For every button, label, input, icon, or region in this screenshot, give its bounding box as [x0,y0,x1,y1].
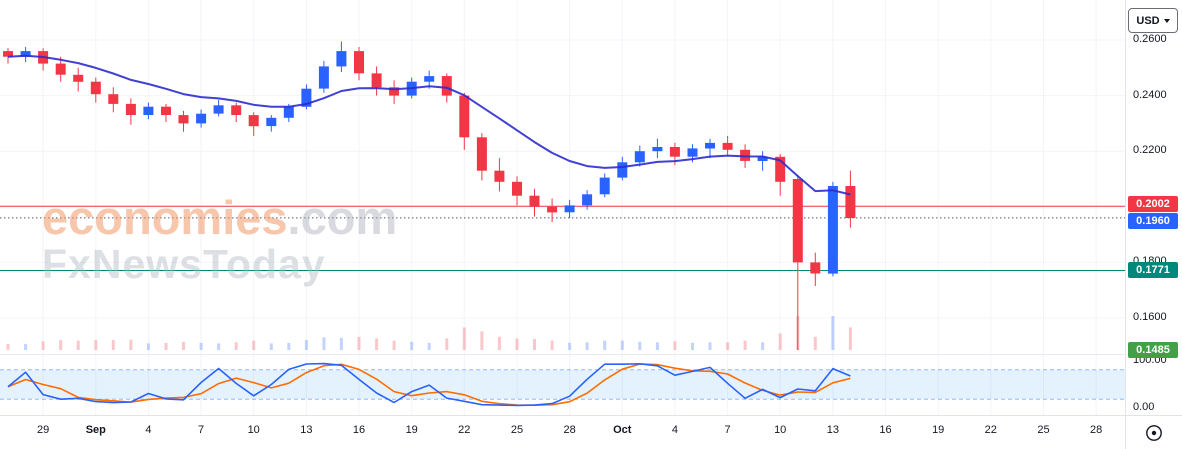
stoch-d-line [7,363,851,407]
time-tick-label: 4 [671,424,678,436]
price-axis[interactable]: 100.00 0.00 0.2600 0.2400 0.2200 0.1800 0.16… [1125,0,1182,415]
grid [0,0,1125,415]
time-tick-label: 19 [932,424,945,436]
time-axis[interactable]: 29 Sep 4 7 10 13 16 19 22 25 28 Oct 4 7 10 13 16 19 22 25 28 [0,415,1125,449]
price-tick-label: 0.2600 [1133,33,1167,45]
last-price-badge: 0.1960 [1128,213,1178,229]
time-tick-label: 13 [826,424,840,436]
volume-bars [6,316,852,351]
stochastic-indicator [0,362,1125,407]
chart-canvas[interactable] [0,0,1125,415]
chevron-down-icon [1163,18,1170,23]
axis-corner [1125,415,1182,449]
time-tick-label: 29 [36,424,50,436]
price-tick-label: 0.1600 [1133,311,1167,323]
ma-line [7,54,851,196]
currency-selector[interactable]: USD [1128,8,1178,33]
stoch-k-line [7,362,851,407]
time-tick-label: 28 [1089,424,1103,436]
candles [3,41,856,350]
time-tick-label: 28 [563,424,576,436]
time-tick-label: 4 [145,424,152,436]
time-tick-label: 25 [510,424,524,436]
time-tick-label: 22 [458,424,471,436]
low-price-badge: 0.1485 [1128,342,1178,358]
price-levels[interactable] [0,205,1125,271]
pane-separator[interactable] [0,354,1182,355]
eye-icon[interactable] [1144,423,1164,443]
time-tick-label: 13 [300,424,313,436]
currency-selector-label: USD [1136,14,1160,27]
time-tick-label: 7 [198,424,205,436]
price-tick-label: 0.2400 [1133,89,1167,101]
time-tick-label: 22 [984,424,997,436]
time-tick-label: 25 [1037,424,1050,436]
time-tick-label: 16 [879,424,892,436]
time-tick-label: 7 [724,424,731,436]
time-tick-label: Sep [85,424,106,436]
indicator-axis-bottom-label: 0.00 [1133,401,1155,413]
price-tick-label: 0.2200 [1133,144,1167,156]
support-price-badge: 0.1771 [1128,262,1178,278]
resistance-price-badge: 0.2002 [1128,196,1178,212]
time-tick-label: 16 [352,424,366,436]
time-tick-label: Oct [613,424,632,436]
time-tick-label: 19 [405,424,418,436]
time-tick-label: 10 [247,424,260,436]
time-tick-label: 10 [774,424,787,436]
